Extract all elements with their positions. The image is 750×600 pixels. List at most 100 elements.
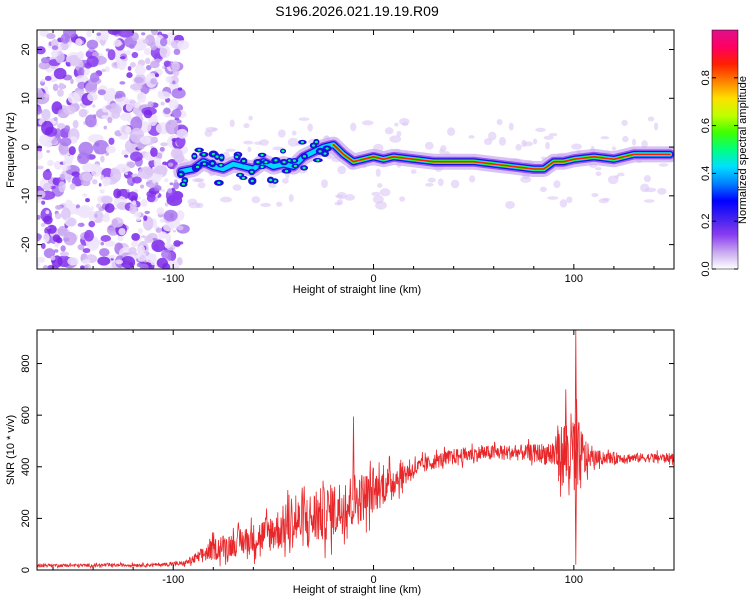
- faint-blob: [243, 123, 250, 129]
- faint-blob: [375, 168, 381, 177]
- faint-blob: [375, 200, 387, 210]
- noise-blob: [136, 92, 147, 103]
- colorbar-ticks: 0.0 0.2 0.4 0.6 0.8: [700, 70, 738, 277]
- noise-blob: [168, 98, 179, 110]
- noise-blob: [126, 72, 133, 79]
- noise-blob: [81, 172, 93, 182]
- faint-blob: [488, 131, 497, 141]
- noise-blob: [107, 116, 113, 124]
- noise-blob: [46, 264, 59, 269]
- faint-blob: [321, 179, 328, 188]
- faint-blob: [298, 117, 310, 121]
- ridge-spot-core: [202, 162, 206, 166]
- noise-blob: [135, 255, 140, 259]
- noise-blob: [143, 109, 153, 119]
- noise-blob: [173, 48, 181, 56]
- noise-blob: [66, 62, 71, 67]
- noise-blob: [81, 259, 91, 265]
- noise-blob: [79, 103, 84, 107]
- noise-blob: [125, 172, 128, 175]
- snr-frame: [36, 329, 675, 571]
- noise-blob: [82, 193, 88, 197]
- noise-blob: [50, 255, 56, 261]
- spectrogram-x-tick-label: -100: [162, 273, 184, 285]
- noise-blob: [92, 104, 96, 108]
- noise-blob: [67, 92, 81, 104]
- noise-blob: [85, 198, 90, 203]
- noise-blob: [64, 199, 73, 209]
- noise-blob: [52, 234, 61, 243]
- ridge-spot-core: [219, 156, 224, 159]
- faint-blob: [643, 199, 655, 203]
- noise-blob: [135, 217, 141, 222]
- noise-blob: [160, 189, 166, 192]
- faint-blob: [204, 129, 213, 137]
- faint-blob: [389, 135, 402, 143]
- noise-blob: [127, 66, 132, 71]
- colorbar-tick-label: 0.6: [700, 118, 712, 133]
- noise-blob: [67, 165, 71, 170]
- noise-blob: [85, 81, 98, 95]
- noise-blob: [131, 240, 139, 248]
- faint-blob: [225, 148, 236, 152]
- noise-blob: [57, 225, 68, 236]
- ridge-spot-core: [202, 153, 206, 156]
- noise-blob: [83, 265, 89, 269]
- noise-blob: [170, 148, 183, 160]
- noise-blob: [96, 203, 102, 209]
- faint-blob: [658, 163, 669, 167]
- faint-blob: [600, 136, 610, 140]
- noise-blob: [111, 217, 124, 228]
- noise-blob: [132, 176, 142, 184]
- noise-blob: [97, 89, 106, 96]
- snr-y-tick-label: 0: [20, 567, 32, 573]
- faint-blob: [232, 184, 242, 191]
- noise-blob: [52, 83, 59, 92]
- noise-blob: [82, 248, 91, 254]
- noise-blob: [55, 107, 60, 111]
- ridge-spot-core: [250, 170, 254, 174]
- faint-blob: [396, 130, 402, 137]
- noise-blob: [131, 51, 139, 59]
- faint-blob: [272, 146, 284, 151]
- colorbar: 0.0 0.2 0.4 0.6 0.8 Normalized spectral ampl…: [700, 29, 749, 277]
- noise-blob: [176, 136, 186, 148]
- ridge-spot-core: [284, 169, 289, 173]
- noise-blob: [57, 122, 66, 129]
- chart-title: S196.2026.021.19.19.R09: [275, 3, 439, 19]
- ridge-spot-core: [181, 183, 186, 186]
- noise-blob: [153, 165, 168, 175]
- faint-blob: [532, 138, 538, 145]
- faint-blob: [268, 183, 277, 188]
- ridge-spot-core: [250, 179, 254, 183]
- noise-blob: [37, 165, 44, 170]
- ridge-spot-core: [179, 173, 183, 176]
- faint-blob: [450, 179, 460, 189]
- faint-blob: [657, 187, 667, 195]
- noise-blob: [163, 60, 171, 67]
- noise-blob: [107, 49, 116, 61]
- ridge-spot-core: [215, 155, 219, 158]
- noise-blob: [160, 37, 168, 47]
- noise-blob: [86, 30, 92, 38]
- noise-blob: [44, 75, 52, 81]
- spectrogram-ridge: [176, 138, 674, 187]
- noise-blob: [119, 112, 132, 121]
- spectrogram-x-tick-label: 100: [565, 273, 583, 285]
- spectrogram-y-tick-label: 10: [20, 92, 32, 104]
- noise-blob: [139, 135, 151, 145]
- faint-blob: [260, 202, 272, 207]
- faint-blob: [288, 194, 294, 202]
- ridge-spot-core: [293, 164, 298, 168]
- noise-blob: [106, 87, 116, 100]
- noise-blob: [45, 210, 50, 215]
- ridge-spot-core: [242, 159, 246, 163]
- faint-blob: [653, 122, 659, 131]
- faint-blob: [607, 175, 619, 185]
- faint-blob: [379, 188, 391, 197]
- ridge-spot-core: [325, 147, 329, 150]
- noise-blob: [164, 178, 169, 183]
- noise-blob: [97, 256, 111, 266]
- faint-blob: [399, 196, 406, 202]
